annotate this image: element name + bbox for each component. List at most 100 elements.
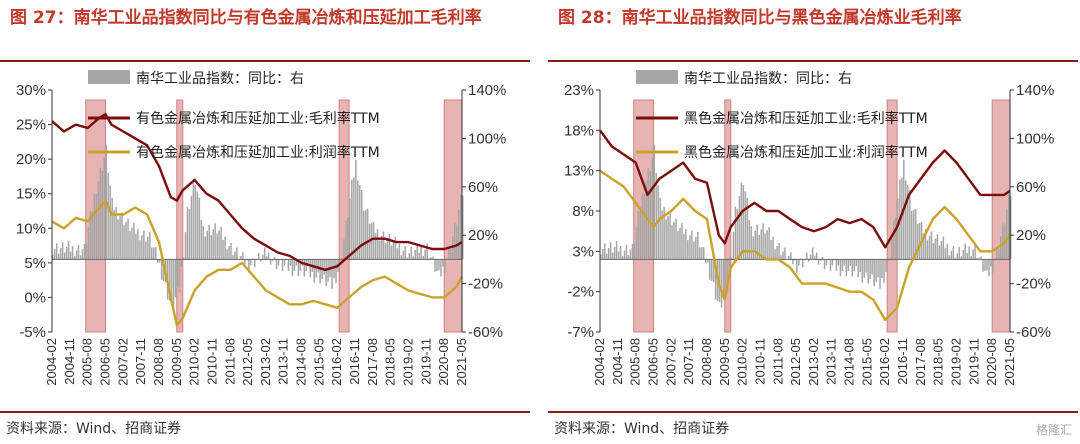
bar-mark bbox=[1000, 236, 1002, 260]
left-tick-label: 0% bbox=[24, 289, 46, 306]
bar-mark bbox=[186, 206, 189, 260]
bar-mark bbox=[109, 185, 111, 260]
bar-mark bbox=[823, 259, 826, 270]
bar-mark bbox=[942, 236, 945, 260]
bar-mark bbox=[726, 259, 729, 293]
bar-mark bbox=[160, 259, 163, 280]
bar-mark bbox=[924, 228, 927, 260]
x-tick-label: 2021-05 bbox=[454, 338, 469, 386]
bar-mark bbox=[378, 240, 381, 260]
legend-label: 有色金属冶炼和压延加工业:利润率TTM bbox=[136, 144, 380, 161]
x-tick-label: 2021-05 bbox=[1002, 338, 1017, 386]
bar-mark bbox=[916, 223, 919, 260]
bar-mark bbox=[673, 221, 675, 260]
left-tick-label: 5% bbox=[24, 255, 46, 272]
bar-mark bbox=[113, 210, 115, 260]
bar-mark bbox=[901, 177, 903, 260]
bar-mark bbox=[841, 259, 844, 271]
bar-mark bbox=[131, 227, 133, 260]
bar-mark bbox=[998, 249, 1000, 260]
bar-mark bbox=[331, 259, 333, 289]
x-tick-label: 2005-08 bbox=[628, 338, 643, 386]
x-tick-label: 2015-05 bbox=[311, 338, 326, 386]
x-tick-label: 2010-11 bbox=[752, 338, 767, 385]
bar-mark bbox=[347, 217, 349, 260]
bar-mark bbox=[720, 259, 723, 308]
bar-mark bbox=[974, 242, 976, 260]
x-tick-label: 2018-05 bbox=[931, 338, 946, 386]
bar-mark bbox=[228, 246, 230, 260]
bar-mark bbox=[837, 259, 840, 266]
bar-mark bbox=[190, 195, 193, 260]
bar-mark bbox=[170, 259, 173, 302]
bar-mark bbox=[259, 259, 262, 262]
bar-mark bbox=[875, 259, 877, 282]
right-tick-label: 20% bbox=[468, 227, 498, 244]
bar-mark bbox=[609, 242, 612, 260]
bar-mark bbox=[184, 232, 187, 260]
x-tick-label: 2008-08 bbox=[699, 338, 714, 386]
x-tick-label: 2006-05 bbox=[645, 338, 660, 386]
bar-mark bbox=[928, 235, 931, 260]
bar-mark bbox=[299, 259, 302, 271]
bar-mark bbox=[462, 195, 464, 260]
bar-mark bbox=[796, 259, 798, 273]
bar-mark bbox=[798, 259, 800, 266]
bar-mark bbox=[287, 259, 290, 271]
x-tick-label: 2004-11 bbox=[610, 338, 625, 385]
bar-mark bbox=[926, 240, 929, 260]
x-tick-label: 2009-05 bbox=[717, 338, 732, 386]
bar-mark bbox=[426, 242, 428, 260]
bar-mark bbox=[738, 195, 741, 260]
bar-mark bbox=[414, 249, 416, 260]
title-divider bbox=[548, 60, 1078, 62]
bar-mark bbox=[667, 216, 669, 260]
bar-mark bbox=[954, 257, 957, 260]
left-tick-label: -5% bbox=[19, 324, 46, 341]
bar-mark bbox=[313, 259, 315, 283]
bar-mark bbox=[55, 243, 58, 260]
bar-mark bbox=[236, 247, 238, 260]
bar-mark bbox=[603, 243, 606, 260]
bar-mark bbox=[388, 234, 391, 260]
bar-mark bbox=[851, 259, 854, 277]
bar-mark bbox=[724, 259, 727, 287]
bar-mark bbox=[366, 208, 369, 260]
bar-mark bbox=[802, 259, 804, 268]
bar-mark bbox=[65, 246, 68, 260]
bar-mark bbox=[815, 252, 818, 260]
bar-mark bbox=[297, 259, 300, 277]
bar-mark bbox=[319, 259, 321, 284]
bar-mark bbox=[271, 259, 274, 261]
bar-mark bbox=[220, 227, 222, 260]
title-divider bbox=[0, 60, 530, 62]
bar-mark bbox=[655, 173, 657, 260]
bar-mark bbox=[730, 257, 733, 260]
x-tick-label: 2012-05 bbox=[240, 338, 255, 386]
bar-mark bbox=[376, 228, 379, 260]
bar-mark bbox=[996, 246, 998, 260]
bar-mark bbox=[865, 259, 867, 273]
bar-mark bbox=[143, 230, 145, 260]
series-line bbox=[51, 199, 464, 327]
bar-mark bbox=[677, 231, 679, 260]
bar-mark bbox=[154, 247, 157, 260]
x-tick-label: 2013-11 bbox=[824, 338, 839, 385]
left-tick-label: 8% bbox=[572, 203, 594, 220]
bar-mark bbox=[671, 225, 673, 260]
bar-mark bbox=[744, 191, 747, 260]
x-tick-label: 2007-02 bbox=[115, 338, 130, 386]
bar-mark bbox=[117, 219, 119, 260]
bar-mark bbox=[637, 211, 640, 260]
bar-mark bbox=[145, 241, 147, 260]
x-tick-label: 2019-11 bbox=[966, 338, 981, 385]
bar-mark bbox=[665, 219, 667, 260]
x-tick-label: 2010-02 bbox=[187, 338, 202, 386]
bar-mark bbox=[374, 233, 377, 260]
bar-mark bbox=[849, 259, 852, 266]
bar-mark bbox=[85, 243, 88, 260]
bar-mark bbox=[807, 259, 810, 262]
bar-mark bbox=[914, 208, 917, 260]
bar-mark bbox=[133, 222, 135, 260]
bar-mark bbox=[63, 252, 66, 260]
